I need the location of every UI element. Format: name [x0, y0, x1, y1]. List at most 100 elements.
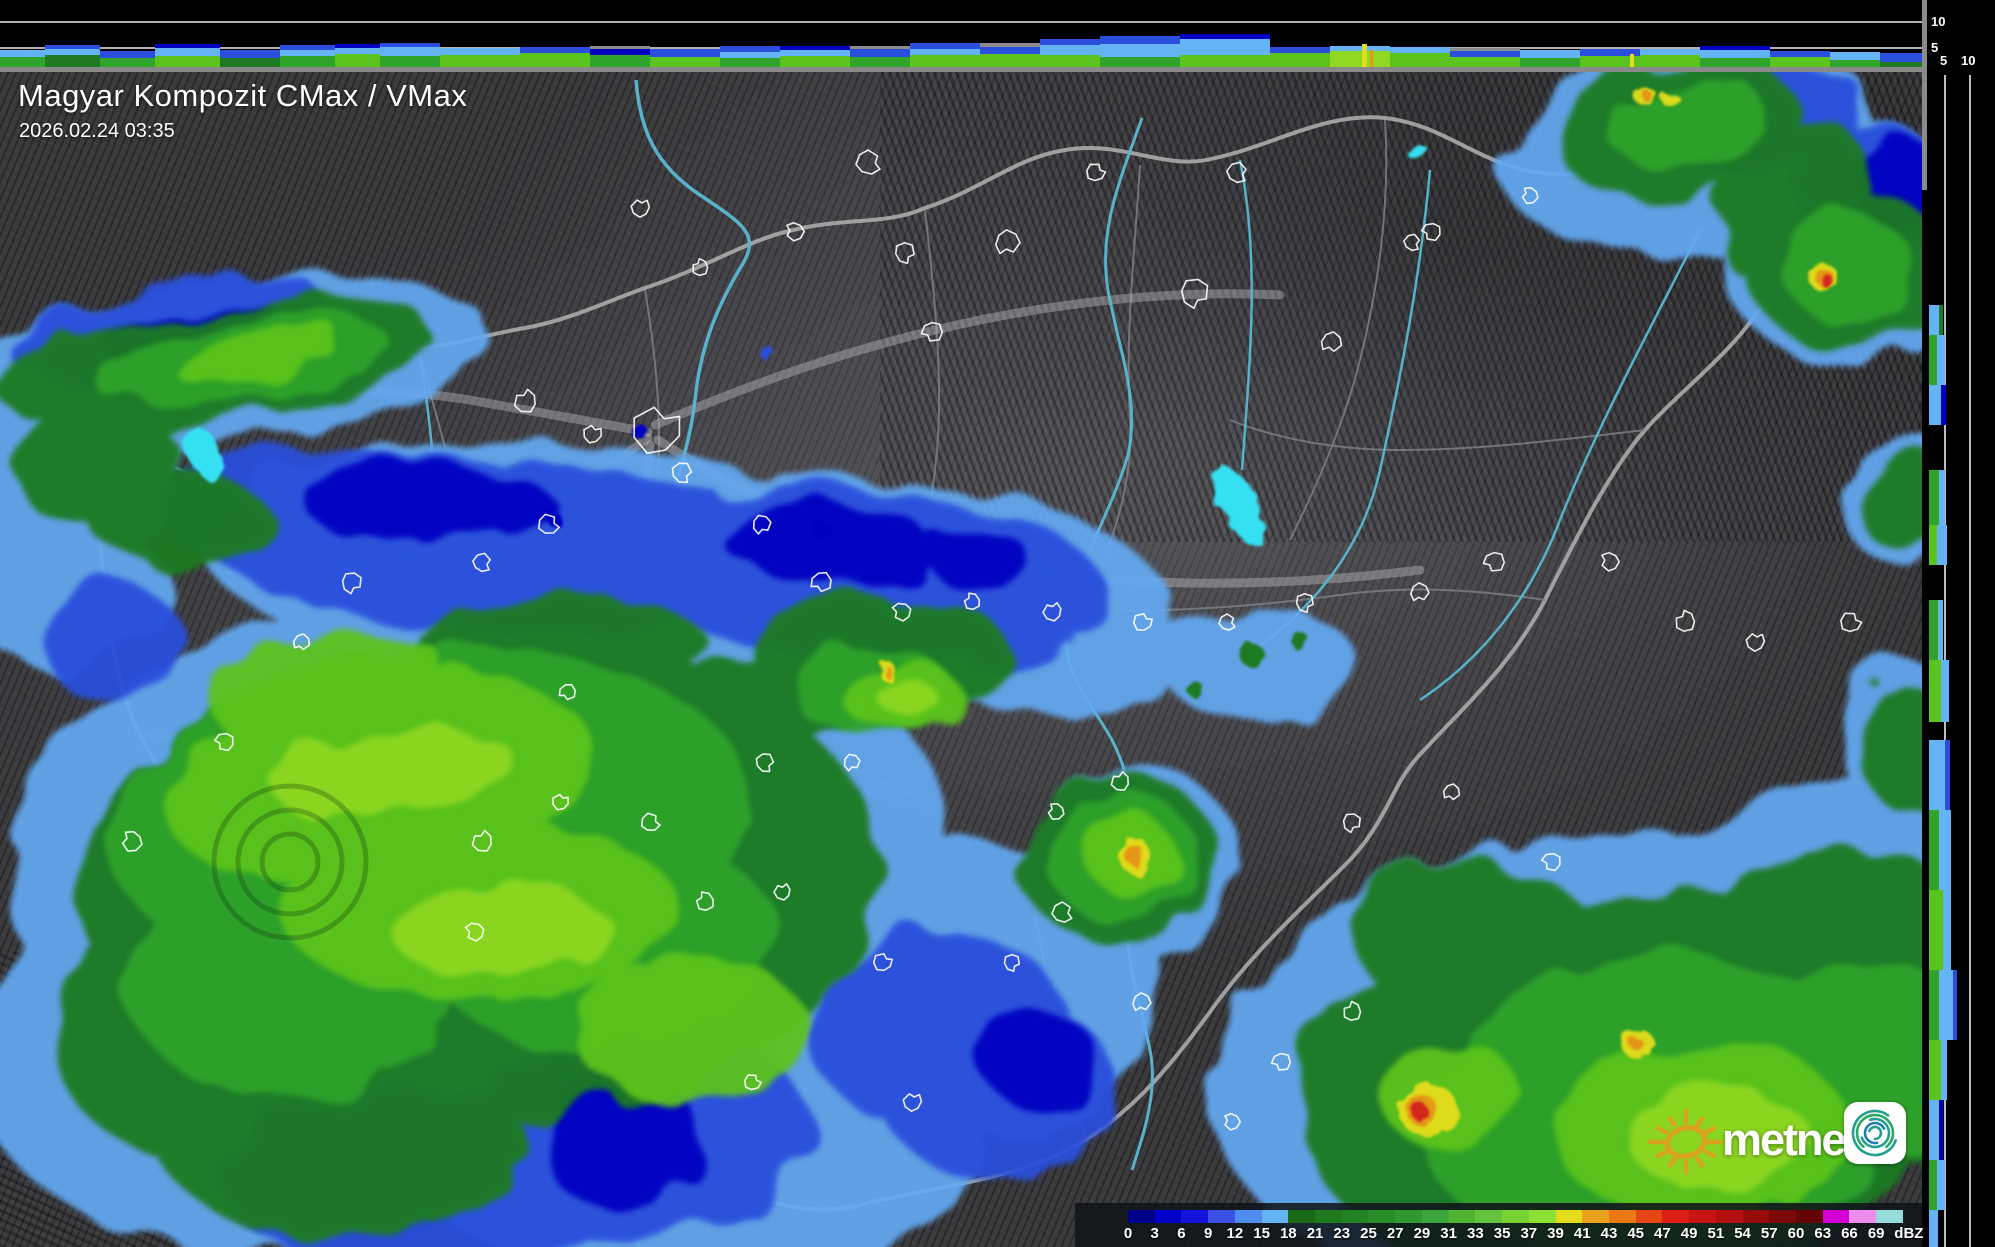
right-profile-bar — [1929, 660, 1941, 722]
top-profile-bar — [1100, 57, 1180, 70]
scale-tick-9: 9 — [1203, 1225, 1213, 1242]
sun-icon — [1648, 1109, 1722, 1175]
top-profile-bar — [1830, 52, 1880, 60]
scale-cell-51 — [1715, 1210, 1743, 1223]
settlement-outline — [213, 732, 234, 752]
right-profile-bar — [1929, 470, 1939, 525]
settlement-outline — [786, 221, 805, 242]
scale-tick-6: 6 — [1177, 1225, 1186, 1242]
brand-text: metnet — [1722, 1114, 1860, 1165]
right-profile-bar — [1937, 1160, 1945, 1210]
top-profile-bar — [1450, 48, 1520, 51]
scale-tick-54: 54 — [1734, 1225, 1751, 1242]
map-layers — [0, 72, 1922, 1247]
scale-cell-25 — [1368, 1210, 1396, 1223]
scale-cell-9 — [1208, 1210, 1235, 1223]
settlement-outline — [513, 388, 536, 413]
right-strip-tick-5km: 5 — [1940, 53, 1948, 68]
top-profile-bar — [850, 49, 910, 57]
radar-blob — [170, 329, 350, 381]
settlement-outline — [1420, 222, 1441, 242]
scale-tick-23: 23 — [1333, 1225, 1351, 1242]
top-profile-spike — [1362, 44, 1367, 70]
scale-tick-31: 31 — [1440, 1225, 1457, 1242]
settlement-outline — [695, 891, 714, 912]
scale-tick-3: 3 — [1150, 1225, 1159, 1242]
top-profile-bar — [1330, 51, 1390, 70]
settlement-outline — [1409, 582, 1430, 602]
top-profile-bar — [850, 57, 910, 70]
settlement-outline — [1840, 612, 1863, 633]
lake — [1407, 145, 1427, 159]
scale-tick-25: 25 — [1360, 1225, 1377, 1242]
top-profile-bar — [335, 54, 380, 70]
scale-tick-33: 33 — [1467, 1225, 1484, 1242]
settlement-outline — [1110, 771, 1130, 791]
settlement-outline — [773, 883, 791, 901]
dbz-color-scale: 0 3 6 9 12 15 18 21 23 25 27 29 31 33 35 37 39 41 43 45 47 49… — [1075, 1203, 1923, 1247]
settlement-outline — [1132, 612, 1153, 632]
top-profile-bar — [850, 46, 910, 49]
top-profile-bar — [1270, 53, 1330, 70]
radar-dot — [813, 523, 831, 541]
settlement-outline — [855, 149, 881, 175]
settlement-outline — [752, 514, 772, 535]
settlement-outline — [994, 229, 1021, 255]
radar-blob — [1860, 680, 1922, 810]
scale-cells — [1128, 1210, 1903, 1223]
scale-tick-57: 57 — [1760, 1225, 1778, 1242]
radar-blob — [90, 475, 270, 565]
settlement-outline — [1601, 551, 1620, 572]
radar-blob — [300, 464, 560, 546]
radar-blob — [1350, 860, 1590, 1010]
top-profile-bar — [1100, 44, 1180, 57]
top-profile-bar — [0, 57, 45, 70]
vmax-right-profile-strip — [1927, 0, 1995, 1247]
scale-cell-21 — [1315, 1210, 1342, 1223]
radar-blob — [1780, 210, 1910, 320]
top-profile-bar — [440, 55, 520, 70]
top-profile-bar — [1580, 56, 1640, 70]
right-profile-bar — [1929, 385, 1941, 425]
scale-cell-15 — [1261, 1210, 1289, 1223]
settlement-outline — [464, 922, 485, 942]
top-profile-bar — [1450, 57, 1520, 70]
scale-cell-39 — [1555, 1210, 1583, 1223]
radar-blob — [884, 666, 892, 678]
radar-blob — [1411, 1102, 1427, 1120]
lake — [1211, 464, 1265, 546]
settlement-outline — [902, 1093, 923, 1112]
scale-cell-27 — [1395, 1210, 1422, 1223]
top-profile-bar — [335, 48, 380, 54]
right-profile-bar — [1939, 810, 1951, 890]
settlement-outline — [1047, 802, 1065, 820]
settlement-outline — [1675, 609, 1696, 632]
scale-cell-60 — [1795, 1210, 1823, 1223]
sun-ray — [1703, 1149, 1716, 1158]
scale-tick-29: 29 — [1413, 1225, 1431, 1242]
right-profile-bar — [1943, 890, 1951, 970]
scale-cell-23 — [1341, 1210, 1369, 1223]
scale-tick-43: 43 — [1600, 1225, 1618, 1242]
scale-tick-37: 37 — [1520, 1225, 1538, 1242]
scale-tick-41: 41 — [1573, 1225, 1591, 1242]
scale-cell-66 — [1849, 1210, 1877, 1223]
top-profile-bar — [1700, 50, 1770, 58]
top-profile-bar — [1770, 57, 1830, 70]
sun-ray — [1695, 1116, 1705, 1128]
range-ring — [259, 831, 321, 893]
settlement-outline — [671, 462, 693, 484]
top-profile-bar — [520, 53, 590, 70]
top-profile-bar — [1830, 60, 1880, 70]
top-profile-bar — [590, 49, 650, 55]
top-profile-bar — [280, 50, 335, 56]
radar-blob — [1630, 1038, 1644, 1050]
top-profile-spike — [1370, 50, 1373, 70]
scale-cell-45 — [1635, 1210, 1663, 1223]
settlement-outline — [583, 424, 603, 444]
top-profile-bar — [155, 48, 220, 56]
top-profile-bar — [45, 49, 100, 55]
top-profile-bar — [280, 45, 335, 50]
scale-cell-63 — [1822, 1210, 1850, 1223]
settlement-outline — [1442, 783, 1461, 801]
